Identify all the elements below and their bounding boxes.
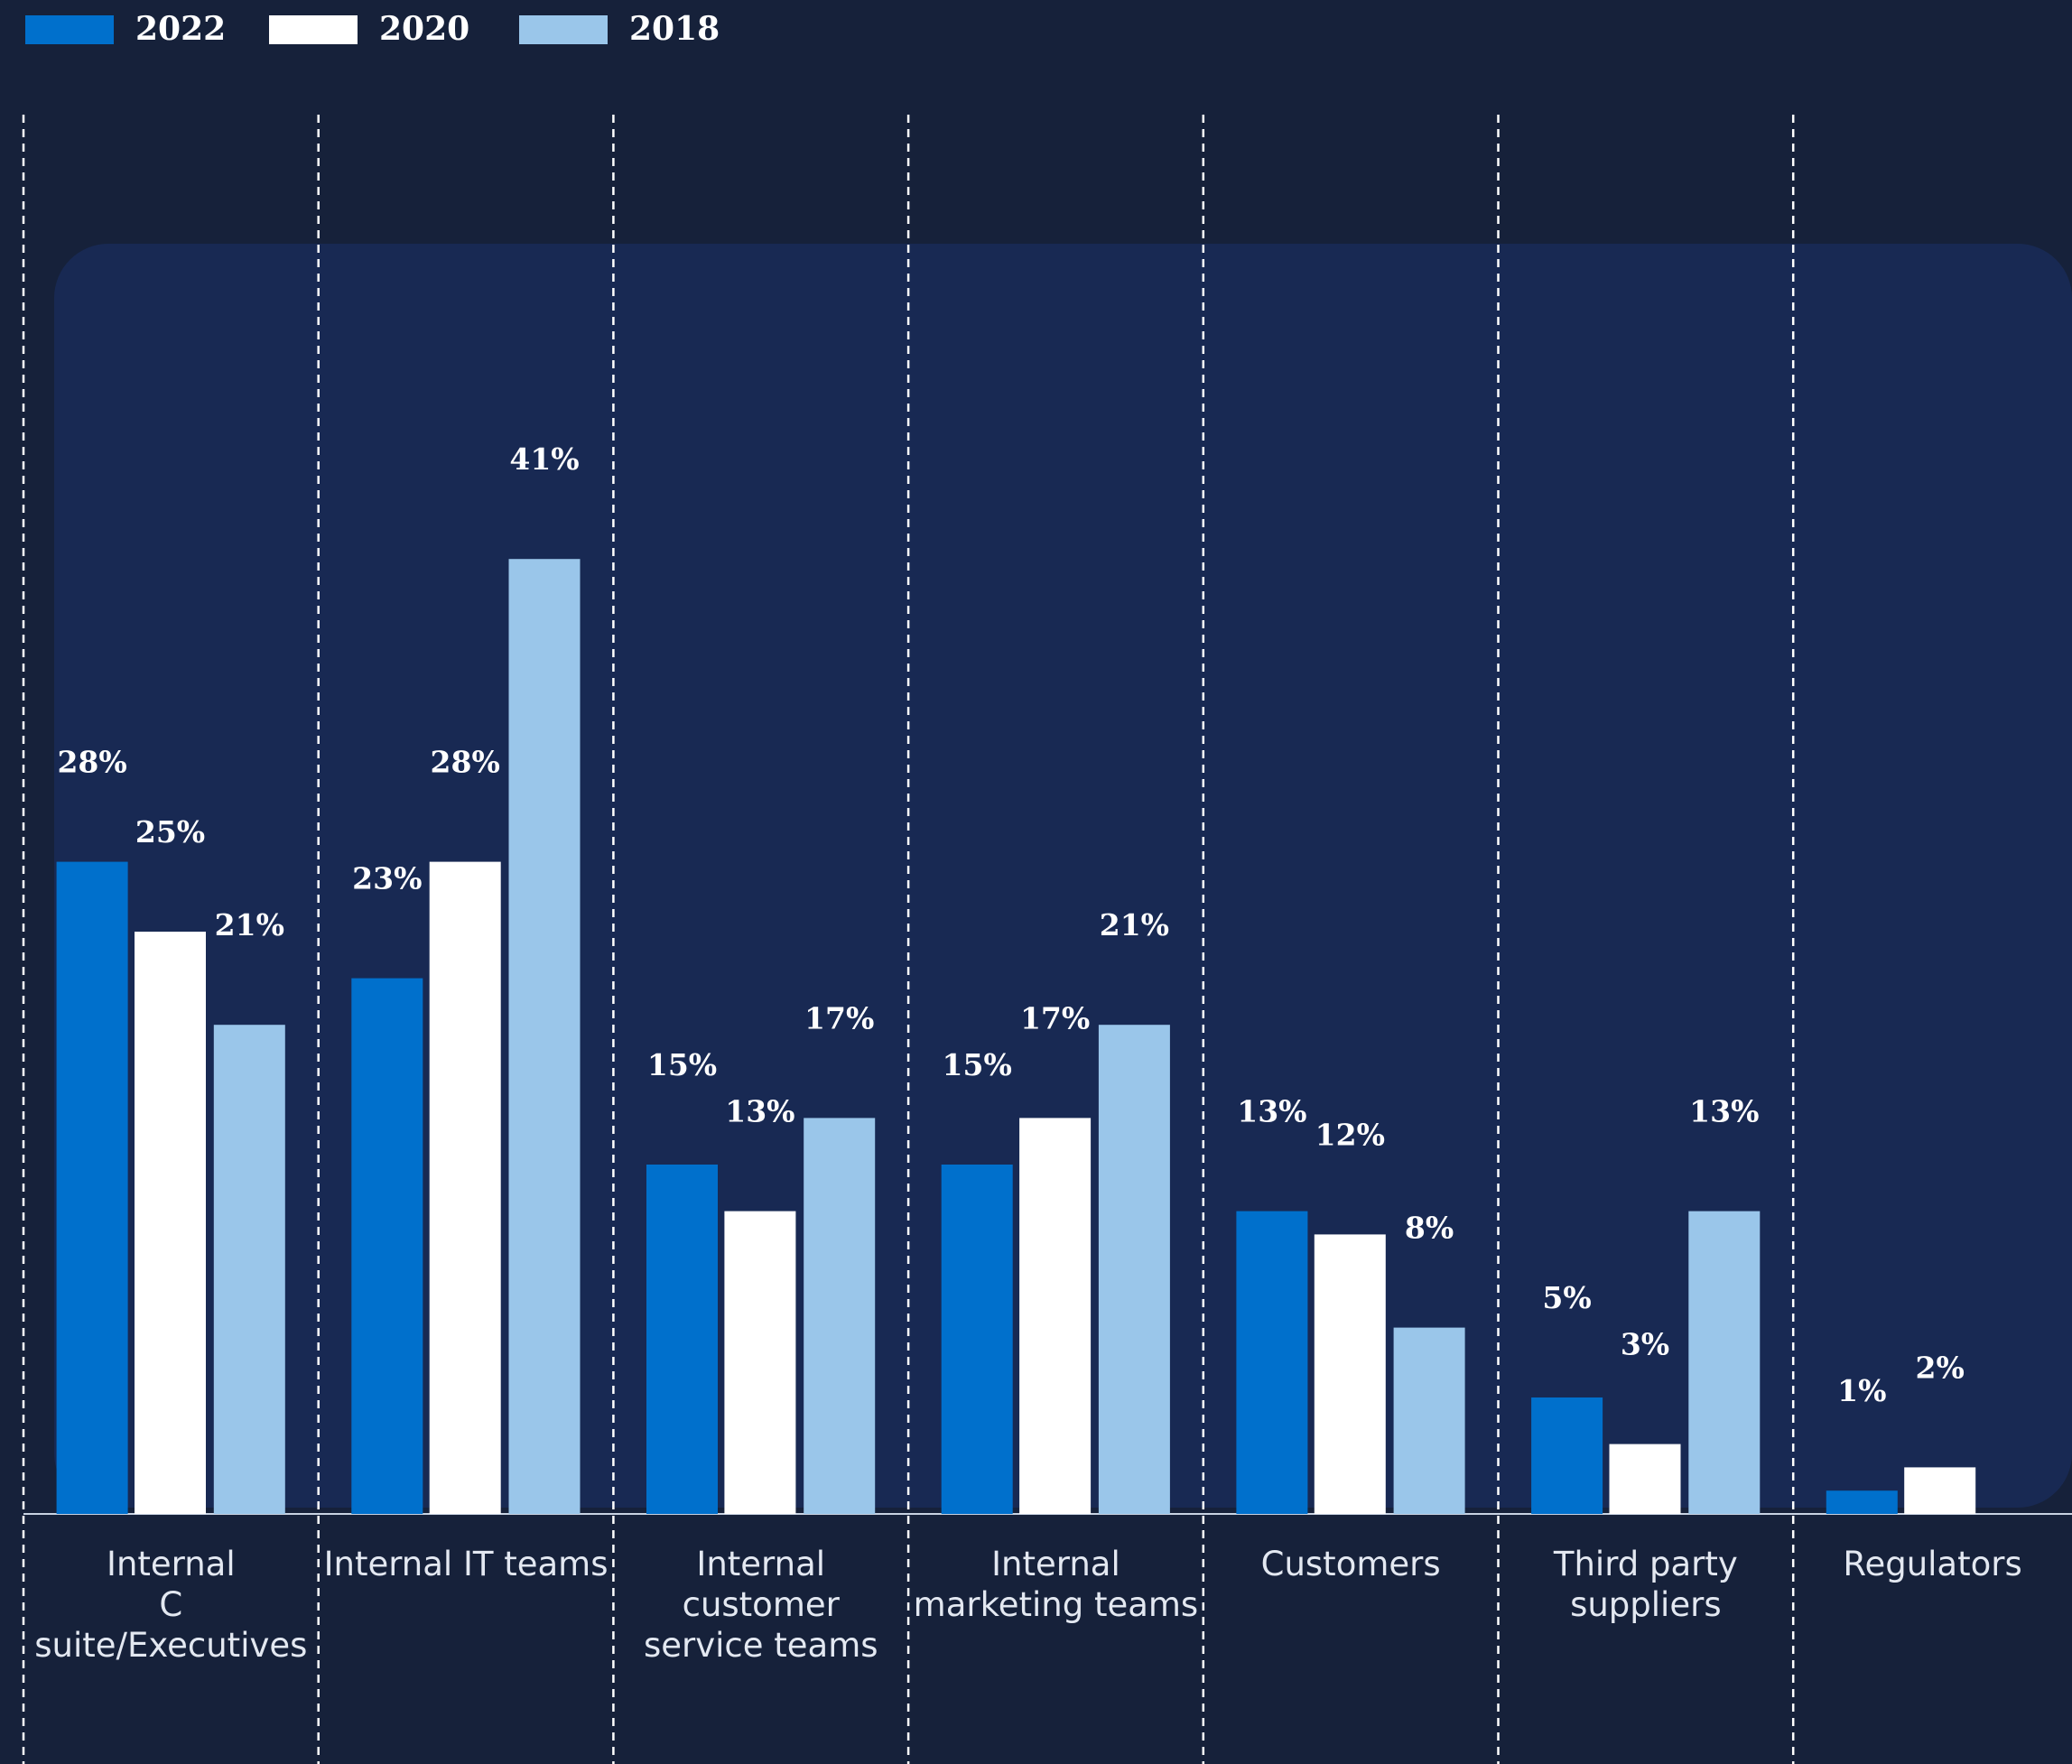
data-label: 1% — [1837, 1373, 1886, 1408]
legend-swatch — [25, 15, 114, 44]
bar — [1904, 1467, 1976, 1514]
bar — [56, 861, 128, 1514]
data-label: 2% — [1916, 1350, 1965, 1385]
bar — [1236, 1211, 1308, 1514]
x-tick-label: Internal marketing teams — [913, 1545, 1199, 1624]
x-tick-label: Regulators — [1843, 1545, 2022, 1583]
bar — [1098, 1025, 1170, 1514]
data-label: 15% — [647, 1047, 717, 1082]
legend-label: 2018 — [629, 10, 720, 48]
bar — [1609, 1444, 1681, 1514]
bar — [1688, 1211, 1761, 1514]
bar — [351, 978, 423, 1514]
bar — [508, 559, 581, 1515]
bar — [1531, 1397, 1603, 1514]
data-label: 13% — [1237, 1094, 1306, 1129]
data-label: 28% — [57, 745, 126, 780]
data-label: 13% — [725, 1094, 794, 1129]
bar — [1826, 1490, 1898, 1514]
data-label: 25% — [135, 814, 205, 850]
data-label: 41% — [509, 441, 579, 477]
x-tick-label: Customers — [1260, 1545, 1441, 1583]
data-label: 17% — [1020, 1000, 1090, 1035]
data-label: 21% — [1100, 907, 1169, 942]
x-tick-label: Third party suppliers — [1553, 1545, 1738, 1624]
data-label: 28% — [431, 745, 500, 780]
data-label: 21% — [215, 907, 284, 942]
legend-swatch — [269, 15, 358, 44]
bar — [429, 861, 501, 1514]
data-label: 15% — [943, 1047, 1012, 1082]
legend-label: 2022 — [135, 10, 226, 48]
x-tick-label: Internal customer service teams — [643, 1545, 878, 1665]
data-label: 3% — [1621, 1327, 1669, 1362]
bar — [804, 1118, 876, 1514]
data-label: 13% — [1689, 1094, 1759, 1129]
bar — [135, 932, 206, 1514]
bar — [941, 1165, 1013, 1514]
bar — [213, 1025, 285, 1514]
bar — [724, 1211, 796, 1514]
x-tick-label: Internal C suite/Executives — [34, 1545, 308, 1665]
bar — [646, 1165, 718, 1514]
data-label: 5% — [1542, 1280, 1591, 1315]
bar — [1314, 1234, 1386, 1514]
data-label: 17% — [804, 1000, 874, 1035]
x-tick-label: Internal IT teams — [323, 1545, 609, 1583]
legend-label: 2020 — [379, 10, 469, 48]
bar — [1019, 1118, 1092, 1514]
data-label: 12% — [1315, 1117, 1385, 1152]
legend-swatch — [519, 15, 608, 44]
data-label: 23% — [352, 861, 422, 896]
bar — [1393, 1327, 1465, 1514]
data-label: 8% — [1405, 1211, 1454, 1246]
